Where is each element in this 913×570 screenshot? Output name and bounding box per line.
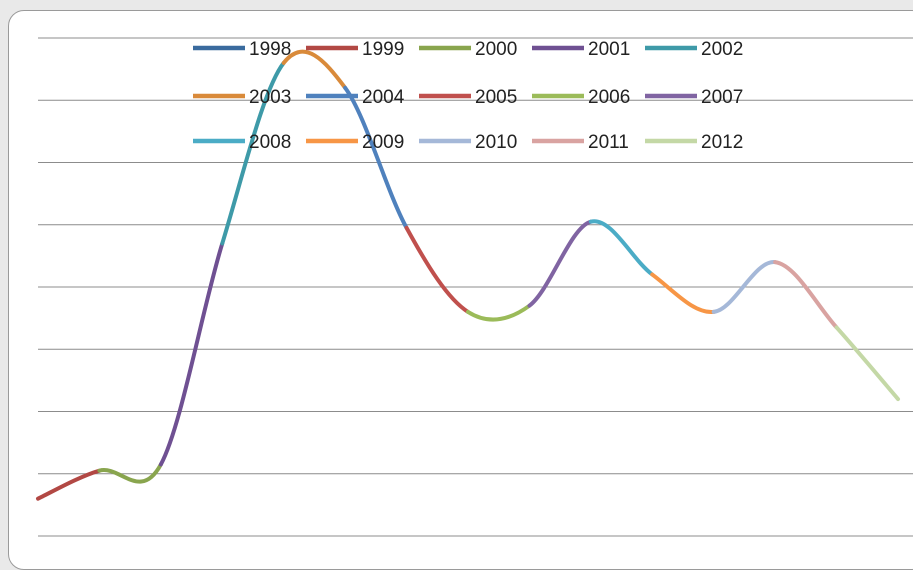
legend-label: 2012: [701, 132, 743, 153]
series-line-2004: [343, 85, 409, 230]
series-line-2008: [588, 219, 655, 277]
legend-label: 2011: [588, 132, 629, 153]
legend-label: 2005: [475, 87, 517, 108]
series-line-2000: [97, 462, 163, 484]
legend-label: 1998: [249, 39, 291, 60]
series-line-2007: [527, 219, 593, 308]
series-line-2002: [220, 60, 286, 246]
series-line-2005: [404, 225, 470, 314]
series-lines: [36, 49, 900, 501]
legend-item-2008: 2008: [193, 132, 291, 153]
series-line-1999: [36, 468, 102, 501]
legend: 1998 1999 2000 2001 2002 2003 2004 2005 2006 2007…: [193, 39, 743, 153]
series-line-2010: [711, 260, 778, 314]
legend-item-2005: 2005: [419, 87, 517, 108]
legend-item-2010: 2010: [419, 132, 517, 153]
legend-label: 2000: [475, 39, 517, 60]
legend-item-2003: 2003: [193, 87, 291, 108]
legend-item-2011: 2011: [532, 132, 629, 153]
legend-label: 2004: [362, 87, 405, 108]
legend-item-1998: 1998: [193, 39, 291, 60]
legend-item-2009: 2009: [306, 132, 404, 153]
series-line-2011: [773, 260, 839, 330]
legend-label: 2001: [588, 39, 630, 60]
legend-item-2002: 2002: [645, 39, 743, 60]
legend-label: 2010: [475, 132, 517, 153]
series-line-2003: [281, 49, 348, 90]
legend-label: 2009: [362, 132, 404, 153]
legend-item-2007: 2007: [645, 87, 743, 108]
legend-item-2004: 2004: [306, 87, 405, 108]
series-line-2012: [834, 325, 900, 402]
gridlines: [38, 37, 913, 537]
legend-item-2000: 2000: [419, 39, 517, 60]
legend-item-2012: 2012: [645, 132, 743, 153]
legend-item-1999: 1999: [306, 39, 404, 60]
legend-label: 2002: [701, 39, 743, 60]
chart-frame: [8, 10, 913, 570]
legend-label: 2006: [588, 87, 630, 108]
series-line-2006: [466, 303, 532, 322]
legend-label: 2008: [249, 132, 291, 153]
legend-label: 2007: [701, 87, 743, 108]
legend-label: 1999: [362, 39, 404, 60]
line-chart: 1998 1999 2000 2001 2002 2003 2004 2005 2006 2007…: [36, 37, 913, 537]
legend-item-2006: 2006: [532, 87, 630, 108]
legend-item-2001: 2001: [532, 39, 630, 60]
legend-label: 2003: [249, 87, 291, 108]
series-line-2001: [158, 241, 225, 467]
series-line-2009: [650, 272, 716, 314]
